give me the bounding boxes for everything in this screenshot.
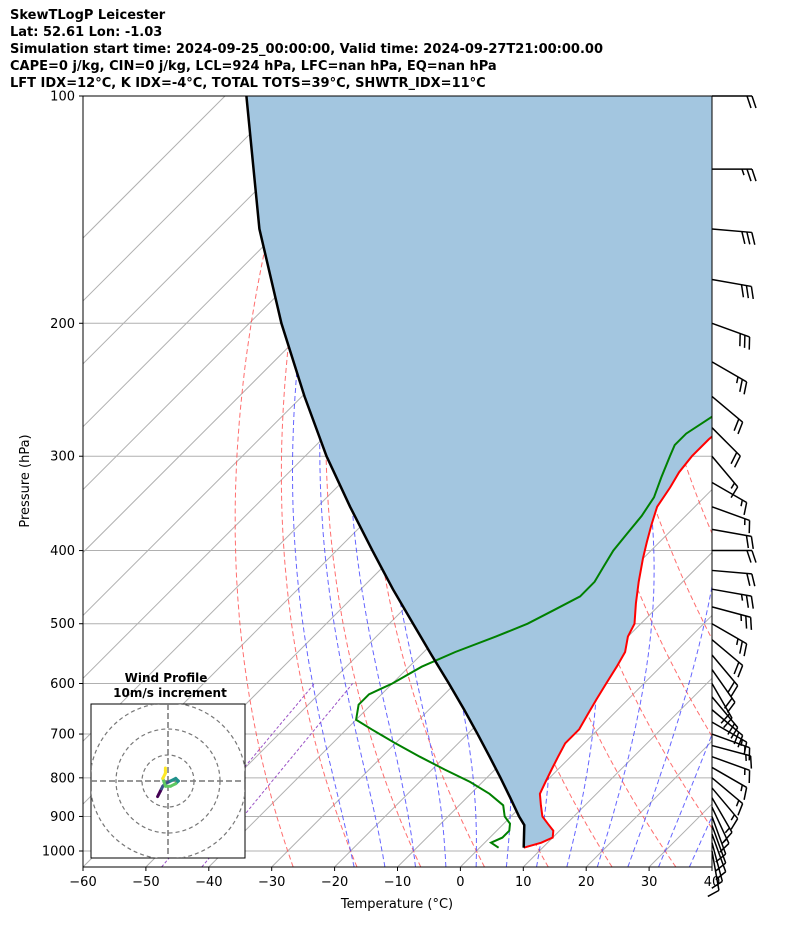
wind-barb bbox=[711, 744, 753, 769]
temperature-line bbox=[523, 435, 712, 849]
wind-barb bbox=[711, 777, 744, 816]
wind-barb bbox=[711, 361, 748, 395]
wind-barb bbox=[711, 427, 741, 468]
y-tick-label: 400 bbox=[50, 544, 75, 559]
isotherm bbox=[83, 96, 289, 302]
wind-barb bbox=[711, 455, 739, 499]
wind-barb bbox=[711, 569, 756, 587]
wind-barb bbox=[711, 228, 756, 245]
dry-adiabat bbox=[280, 96, 358, 867]
y-axis-label: Pressure (hPa) bbox=[18, 434, 33, 527]
y-axis: 1000 900 800 700 600 500 400 300 200 100 bbox=[42, 90, 83, 860]
dry-adiabat bbox=[368, 96, 485, 867]
y-tick-label: 1000 bbox=[42, 845, 75, 860]
wind-barb bbox=[711, 787, 739, 830]
wind-barb bbox=[711, 506, 751, 534]
cape-cin-shading bbox=[246, 96, 712, 848]
x-tick-label: 20 bbox=[578, 875, 595, 890]
wind-barb bbox=[711, 654, 739, 697]
wind-barb bbox=[711, 755, 751, 784]
isotherm bbox=[775, 96, 794, 867]
x-axis: −60 −50 −40 −30 −20 −10 0 10 20 30 40 bbox=[69, 867, 720, 890]
wind-barb bbox=[707, 850, 720, 898]
cape-shading bbox=[246, 96, 712, 848]
y-tick-label: 800 bbox=[50, 771, 75, 786]
x-tick-label: 10 bbox=[515, 875, 532, 890]
chart-title-line4: CAPE=0 j/kg, CIN=0 j/kg, LCL=924 hPa, LF… bbox=[10, 59, 497, 74]
hodograph-title: Wind Profile bbox=[125, 671, 208, 685]
isotherm bbox=[460, 614, 712, 867]
x-axis-label: Temperature (°C) bbox=[340, 897, 453, 912]
chart-title-line2: Lat: 52.61 Lon: -1.03 bbox=[10, 25, 163, 40]
wind-barb bbox=[711, 528, 754, 549]
wind-barb bbox=[711, 606, 753, 630]
wind-barb bbox=[711, 481, 748, 516]
isotherm bbox=[522, 677, 712, 867]
hodograph-subtitle: 10m/s increment bbox=[113, 686, 227, 700]
wind-barb bbox=[711, 825, 727, 872]
dry-adiabat bbox=[728, 96, 794, 867]
y-tick-label: 500 bbox=[50, 617, 75, 632]
moist-adiabat bbox=[658, 732, 712, 867]
chart-title-line3: Simulation start time: 2024-09-25_00:00:… bbox=[10, 42, 603, 57]
isotherm bbox=[83, 96, 352, 365]
y-tick-label: 700 bbox=[50, 728, 75, 743]
wind-barb bbox=[711, 322, 751, 350]
wind-barb bbox=[712, 95, 757, 109]
chart-title-line1: SkewTLogP Leicester bbox=[10, 8, 166, 23]
parcel-path-line bbox=[245, 96, 526, 848]
isotherm bbox=[83, 96, 226, 239]
wind-barb bbox=[712, 168, 757, 182]
dry-adiabat bbox=[761, 96, 794, 867]
x-tick-label: −20 bbox=[321, 875, 348, 890]
dry-adiabat bbox=[234, 96, 306, 867]
wind-barb bbox=[711, 766, 748, 800]
wind-barbs bbox=[707, 95, 757, 898]
x-tick-label: −40 bbox=[195, 875, 222, 890]
wind-barb bbox=[711, 733, 751, 761]
wind-barb bbox=[711, 588, 754, 609]
y-tick-label: 100 bbox=[50, 90, 75, 105]
x-tick-label: 0 bbox=[456, 875, 464, 890]
dewpoint-line bbox=[355, 415, 712, 849]
y-tick-label: 300 bbox=[50, 450, 75, 465]
wind-barb bbox=[711, 395, 744, 435]
x-tick-label: 40 bbox=[704, 875, 721, 890]
wind-barb bbox=[711, 806, 730, 853]
x-tick-label: −50 bbox=[132, 875, 159, 890]
isotherm bbox=[334, 488, 712, 867]
y-tick-label: 600 bbox=[50, 677, 75, 692]
y-tick-label: 200 bbox=[50, 317, 75, 332]
moist-adiabat bbox=[292, 96, 355, 867]
wind-barb bbox=[711, 278, 754, 300]
moist-adiabat bbox=[627, 96, 712, 867]
x-tick-label: −60 bbox=[69, 875, 96, 890]
chart-title-line5: LFT IDX=12°C, K IDX=-4°C, TOTAL TOTS=39°… bbox=[10, 76, 486, 91]
wind-barb bbox=[711, 639, 744, 678]
isotherm bbox=[711, 866, 712, 867]
hodograph-inset: Wind Profile 10m/s increment bbox=[90, 671, 246, 859]
wind-barb bbox=[711, 623, 748, 657]
x-tick-label: −10 bbox=[384, 875, 411, 890]
x-tick-label: −30 bbox=[258, 875, 285, 890]
wind-barb bbox=[711, 669, 736, 713]
wind-barb bbox=[712, 549, 757, 563]
x-tick-label: 30 bbox=[641, 875, 658, 890]
y-tick-label: 900 bbox=[50, 810, 75, 825]
profile-lines bbox=[245, 96, 712, 849]
wind-barb bbox=[711, 842, 724, 889]
